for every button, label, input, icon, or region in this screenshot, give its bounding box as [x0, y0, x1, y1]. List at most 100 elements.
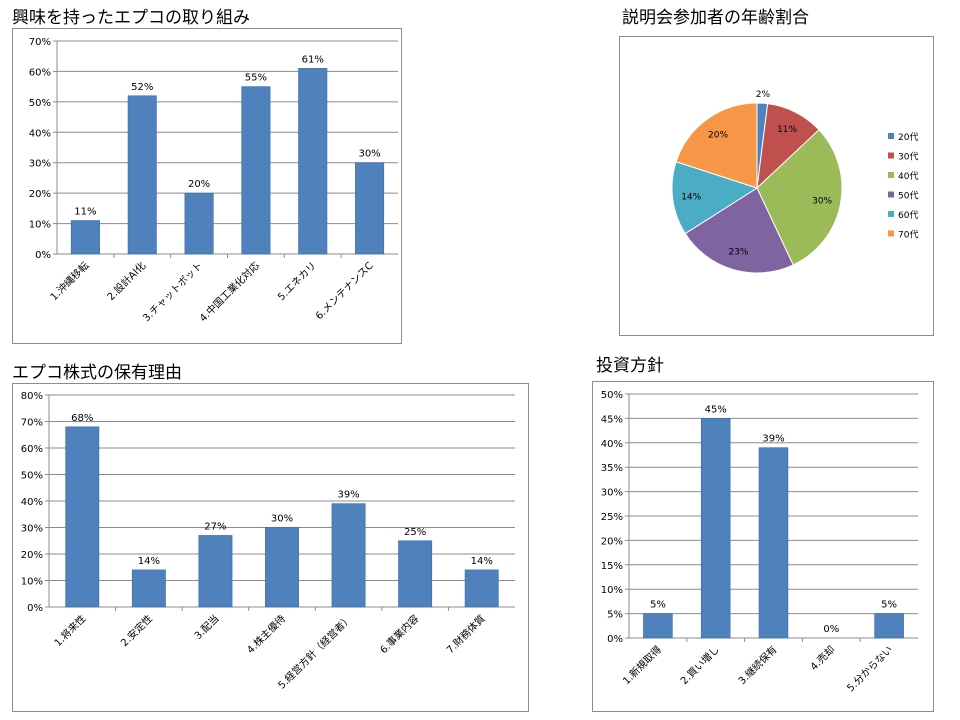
y-tick-label: 70%	[21, 418, 43, 429]
bar	[241, 86, 271, 255]
bar	[398, 540, 433, 608]
chart2-pie-chart: 2% 11% 30% 23% 14% 20% 20代 30代 40代 50代 60代 70代	[671, 90, 918, 274]
bar-value-label: 30%	[358, 149, 380, 160]
pie-slice	[671, 161, 759, 235]
pie-value-label: 14%	[681, 192, 701, 202]
bar	[65, 426, 100, 608]
y-tick-label: 0%	[35, 250, 51, 261]
x-category-label: 3.配当	[191, 612, 221, 642]
bar	[758, 447, 789, 639]
y-tick-label: 5%	[607, 610, 623, 621]
y-tick-label: 50%	[21, 471, 43, 482]
pie-slice	[675, 102, 758, 189]
legend-label: 60代	[898, 210, 918, 221]
x-category-label: 7.財務体質	[444, 612, 488, 656]
x-category-label: 6.メンテナンスC	[313, 260, 375, 322]
bar	[131, 569, 166, 608]
legend-label: 70代	[898, 230, 918, 241]
bar	[127, 95, 157, 255]
y-tick-label: 45%	[601, 414, 623, 425]
x-category-label: 3.チャットボット	[141, 260, 206, 325]
bar	[874, 613, 904, 639]
pie-value-label: 20%	[708, 130, 728, 140]
y-tick-label: 30%	[601, 488, 623, 499]
bar-value-label: 0%	[823, 624, 839, 635]
y-tick-label: 70%	[29, 37, 51, 48]
y-tick-label: 35%	[601, 463, 623, 474]
legend-swatch	[888, 191, 894, 198]
bar	[265, 527, 299, 608]
legend-label: 40代	[898, 171, 918, 182]
legend-swatch	[888, 230, 894, 237]
y-tick-label: 60%	[29, 67, 51, 78]
x-category-label: 4.中国工業化対応	[197, 259, 262, 324]
y-tick-label: 30%	[21, 524, 43, 535]
bar	[643, 613, 673, 639]
y-tick-label: 10%	[29, 220, 51, 231]
bar	[331, 503, 366, 608]
x-category-label: 2.安定性	[118, 612, 155, 649]
chart4-title: 投資方針	[596, 356, 664, 376]
pie-value-label: 23%	[728, 248, 748, 258]
x-category-label: 1.将来性	[51, 612, 88, 649]
pie-slice	[684, 187, 794, 274]
y-tick-label: 20%	[21, 550, 43, 561]
bar-value-label: 25%	[404, 527, 426, 538]
chart2-frame: 2% 11% 30% 23% 14% 20% 20代 30代 40代 50代 60代 70代	[619, 36, 934, 336]
y-tick-label: 60%	[21, 444, 43, 455]
x-category-label: 2.買い増し	[678, 643, 722, 687]
chart3-title: エプコ株式の保有理由	[12, 363, 182, 383]
y-tick-label: 40%	[601, 439, 623, 450]
bar-value-label: 14%	[138, 556, 160, 567]
x-category-label: 6.事業内容	[377, 612, 421, 656]
pie-slice	[756, 129, 843, 266]
y-tick-label: 10%	[601, 585, 623, 596]
bar-value-label: 39%	[337, 490, 359, 501]
bar-value-label: 11%	[74, 207, 96, 218]
bar-value-label: 45%	[705, 404, 727, 415]
pie-value-label: 2%	[756, 90, 771, 100]
legend-label: 20代	[898, 132, 918, 143]
y-tick-label: 15%	[601, 561, 623, 572]
x-category-label: 1.沖縄移転	[47, 259, 91, 303]
legend-swatch	[888, 172, 894, 178]
y-tick-label: 0%	[607, 634, 623, 645]
legend-label: 50代	[898, 191, 918, 202]
x-category-label: 4.売却	[807, 643, 837, 673]
bar-value-label: 61%	[302, 54, 324, 65]
bar-value-label: 52%	[131, 82, 153, 93]
bar-value-label: 30%	[271, 514, 293, 525]
x-category-label: 3.継続保有	[735, 643, 779, 687]
chart2-title: 説明会参加者の年齢割合	[622, 8, 809, 28]
y-tick-label: 0%	[27, 603, 43, 614]
legend-swatch	[888, 152, 894, 159]
pie-value-label: 11%	[777, 125, 797, 135]
bar-value-label: 68%	[71, 413, 93, 424]
bar	[298, 68, 328, 255]
chart1-title: 興味を持ったエプコの取り組み	[12, 8, 250, 28]
bar	[355, 162, 385, 255]
x-category-label: 1.新規取得	[620, 643, 664, 687]
bar	[70, 220, 100, 255]
bar-value-label: 5%	[650, 600, 666, 611]
x-category-label: 4.株主優待	[244, 612, 288, 656]
chart3-bar-chart: 0% 10% 20% 30% 40% 50% 60% 70% 80% 68% 1.将来性 14% 2.安…	[21, 391, 515, 692]
y-tick-label: 50%	[601, 390, 623, 401]
y-tick-label: 40%	[21, 497, 43, 508]
x-category-label: 5.経営方針（経営者）	[275, 612, 355, 692]
legend-swatch	[888, 211, 894, 217]
chart4-frame: 0% 5% 10% 15% 20% 25% 30% 35% 40% 45% 50% 5% 1.新規取得 4…	[592, 381, 934, 712]
chart3-frame: 0% 10% 20% 30% 40% 50% 60% 70% 80% 68% 1.将来性 14% 2.安…	[12, 383, 529, 712]
y-tick-label: 20%	[29, 189, 51, 200]
y-tick-label: 40%	[29, 128, 51, 139]
bar-value-label: 55%	[245, 73, 267, 84]
chart1-bar-chart: 0% 10% 20% 30% 40% 50% 60% 70% 11% 1.沖縄移転 52% 2.設計A…	[29, 37, 398, 325]
y-tick-label: 25%	[601, 512, 623, 523]
bar-value-label: 27%	[204, 521, 226, 532]
chart1-frame: 0% 10% 20% 30% 40% 50% 60% 70% 11% 1.沖縄移転 52% 2.設計A…	[12, 28, 402, 344]
y-tick-label: 20%	[601, 536, 623, 547]
x-category-label: 5.分からない	[845, 644, 896, 695]
bar-value-label: 5%	[881, 600, 897, 611]
bar-value-label: 39%	[762, 434, 784, 445]
bar	[198, 535, 233, 608]
